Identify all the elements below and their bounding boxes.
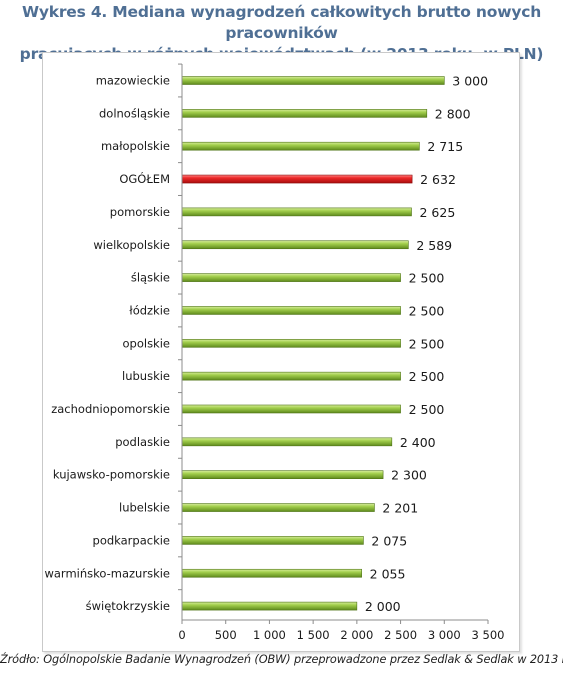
category-label: OGÓŁEM <box>119 171 170 186</box>
value-label: 2 500 <box>409 303 445 318</box>
x-tick-label: 1 000 <box>253 628 286 642</box>
bar <box>181 536 364 545</box>
value-label: 2 400 <box>400 435 436 450</box>
x-tick-label: 3 000 <box>428 628 461 642</box>
category-label: wielkopolskie <box>93 238 170 252</box>
value-label: 2 500 <box>409 271 445 286</box>
bar <box>181 109 428 118</box>
x-tick-label: 0 <box>178 628 185 642</box>
bar <box>181 503 375 512</box>
category-label: opolskie <box>123 336 171 350</box>
x-tick-label: 500 <box>215 628 237 642</box>
value-label: 2 300 <box>391 468 427 483</box>
bar <box>181 601 358 611</box>
category-label: łódzkie <box>129 303 170 317</box>
category-label: śląskie <box>131 271 170 285</box>
category-label: dolnośląskie <box>99 106 170 120</box>
bar <box>181 568 362 578</box>
value-label: 2 625 <box>420 205 456 220</box>
bar-highlight <box>181 174 413 184</box>
value-label: 2 589 <box>416 238 452 253</box>
value-label: 3 000 <box>452 74 488 89</box>
value-label: 2 715 <box>427 139 463 154</box>
x-tick-label: 3 500 <box>472 628 505 642</box>
value-label: 2 632 <box>420 172 456 187</box>
category-label: zachodniopomorskie <box>51 402 170 416</box>
category-label: podkarpackie <box>93 533 170 547</box>
category-label: kujawsko-pomorskie <box>53 468 170 482</box>
bar <box>181 273 401 282</box>
category-label: małopolskie <box>101 139 170 153</box>
category-label: świętokrzyskie <box>86 599 170 613</box>
source-note: Źródło: Ogólnopolskie Badanie Wynagrodze… <box>0 653 563 666</box>
value-label: 2 500 <box>409 369 445 384</box>
bar <box>181 207 412 217</box>
bar <box>181 371 401 381</box>
bar <box>181 437 393 447</box>
bar <box>181 338 401 348</box>
chart-frame <box>42 52 520 652</box>
x-tick-label: 2 000 <box>340 628 373 642</box>
bar <box>181 240 409 250</box>
category-label: podlaskie <box>115 435 170 449</box>
value-label: 2 500 <box>409 402 445 417</box>
x-tick-label: 2 500 <box>384 628 417 642</box>
category-label: mazowieckie <box>96 74 170 88</box>
bar <box>181 141 420 151</box>
bar <box>181 76 445 85</box>
value-label: 2 055 <box>370 566 406 581</box>
value-label: 2 201 <box>382 501 418 516</box>
category-label: lubelskie <box>119 501 170 515</box>
bar <box>181 404 401 414</box>
bar <box>181 306 401 315</box>
x-tick-label: 1 500 <box>297 628 330 642</box>
bar-chart: mazowieckie 3 000 dolnośląskie 2 800 małopol… <box>44 63 505 642</box>
value-label: 2 000 <box>365 599 401 614</box>
value-label: 2 800 <box>435 106 471 121</box>
category-label: pomorskie <box>110 205 170 219</box>
value-label: 2 500 <box>409 336 445 351</box>
value-label: 2 075 <box>371 533 407 548</box>
chart-title-line-1: Wykres 4. Mediana wynagrodzeń całkowityc… <box>21 3 542 42</box>
category-label: lubuskie <box>122 369 170 383</box>
category-label: warmińsko-mazurskie <box>44 566 170 580</box>
bar <box>181 470 384 480</box>
